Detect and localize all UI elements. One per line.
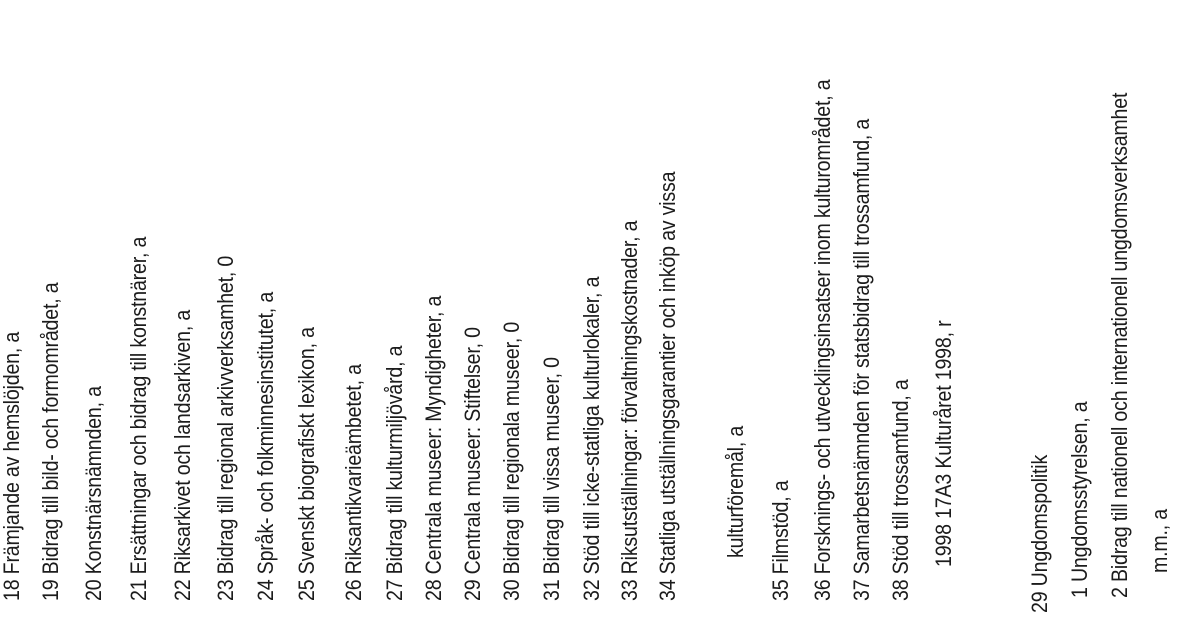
axis-label-item-13: 31 Bidrag till vissa museer, 0 bbox=[539, 357, 564, 601]
axis-label-item-19: 36 Forsknings- och utvecklingsinsatser i… bbox=[810, 79, 835, 602]
axis-label-item-16: 34 Statliga utställningsgarantier och in… bbox=[655, 171, 680, 601]
axis-label-continuation-22: 1998 17A3 Kulturåret 1998, r bbox=[931, 320, 956, 567]
axis-label-item-24: 1 Ungdomsstyrelsen, a bbox=[1067, 401, 1092, 598]
axis-label-item-1: 19 Bidrag till bild- och formområdet, a bbox=[38, 282, 63, 601]
axis-label-item-9: 27 Bidrag till kulturmiljövård, a bbox=[382, 345, 407, 601]
axis-label-item-2: 20 Konstnärsnämnden, a bbox=[81, 386, 106, 601]
axis-label-item-18: 35 Filmstöd, a bbox=[768, 480, 793, 601]
axis-label-item-11: 29 Centrala museer: Stiftelser, 0 bbox=[460, 327, 485, 601]
axis-label-item-3: 21 Ersättningar och bidrag till konstnär… bbox=[126, 236, 151, 601]
axis-label-item-15: 33 Riksutställningar: förvaltningskostna… bbox=[617, 220, 642, 601]
axis-label-item-4: 22 Riksarkivet och landsarkiven, a bbox=[170, 309, 195, 601]
axis-label-item-0: 18 Främjande av hemslöjden, a bbox=[0, 331, 24, 601]
axis-label-item-8: 26 Riksantikvarieämbetet, a bbox=[341, 364, 366, 601]
axis-label-item-25: 2 Bidrag till nationell och internatione… bbox=[1107, 92, 1132, 599]
axis-label-item-6: 24 Språk- och folkminnesinstitutet, a bbox=[253, 291, 278, 601]
axis-label-item-7: 25 Svenskt biografiskt lexikon, a bbox=[294, 327, 319, 601]
axis-label-item-12: 30 Bidrag till regionala museer, 0 bbox=[499, 321, 524, 601]
axis-label-item-14: 32 Stöd till icke-statliga kulturlokaler… bbox=[579, 276, 604, 601]
axis-label-continuation-26: m.m., a bbox=[1147, 508, 1172, 573]
axis-label-item-10: 28 Centrala museer: Myndigheter, a bbox=[421, 295, 446, 601]
axis-label-item-20: 37 Samarbetsnämnden för statsbidrag till… bbox=[849, 118, 874, 601]
axis-label-group-header-23: 29 Ungdomspolitik bbox=[1027, 454, 1052, 613]
axis-label-item-21: 38 Stöd till trossamfund, a bbox=[888, 379, 913, 601]
axis-label-item-5: 23 Bidrag till regional arkivverksamhet,… bbox=[213, 255, 238, 602]
axis-label-continuation-17: kulturföremål, a bbox=[723, 425, 748, 558]
